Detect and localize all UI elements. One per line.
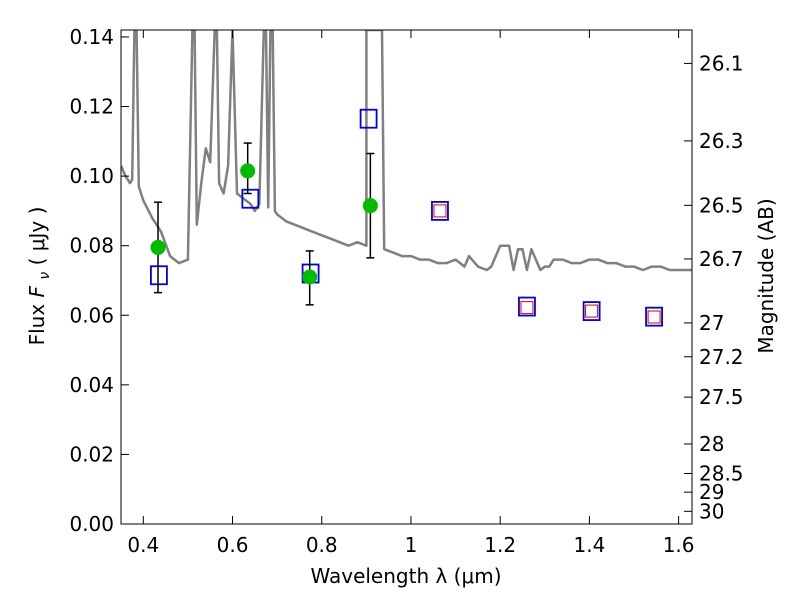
observed-point	[302, 269, 318, 285]
y-tick-label: 0.02	[69, 442, 114, 466]
y-axis-label-symbol: F	[25, 285, 49, 297]
y2-tick-label: 26.3	[699, 129, 744, 153]
model-photometry-box	[359, 108, 378, 129]
y-axis-label-prefix: Flux	[25, 297, 49, 345]
y-axis-label-suffix: ( μJy )	[25, 207, 49, 266]
y-axis-label-subscript: ν	[37, 272, 53, 280]
model-photometry-box	[645, 306, 663, 327]
y2-tick-label: 29	[699, 480, 724, 504]
axes-frame	[120, 29, 693, 525]
model-photometry-box	[582, 301, 601, 321]
y-axis-label: Flux F ν ( μJy )	[25, 207, 54, 346]
x-tick-label: 1	[405, 533, 418, 557]
y2-tick-label: 26.1	[699, 51, 744, 75]
chart-axes: 0.4 0.6 0.8 1 1.2 1.4 1.6 0.00 0.02 0.04 0.06 0.08 0…	[69, 25, 743, 557]
y-tick-label: 0.10	[69, 164, 114, 188]
observed-point	[240, 163, 256, 179]
upper-limit-box	[433, 204, 447, 218]
x-tick-label: 1.6	[663, 533, 695, 557]
y-tick-label: 0.08	[69, 234, 114, 258]
model-photometry-box	[431, 201, 449, 221]
y-tick-label: 0.04	[69, 373, 114, 397]
y2-axis-label: Magnitude (AB)	[754, 198, 778, 353]
upper-limit-box	[585, 304, 599, 318]
y2-tick-label: 28.5	[699, 461, 744, 485]
model-photometry-box	[241, 188, 260, 209]
upper-limit-box	[520, 301, 534, 315]
chart-marks	[121, 30, 692, 327]
x-axis-label: Wavelength λ (μm)	[310, 564, 501, 588]
observed-point	[150, 239, 166, 255]
y-tick-label: 0.12	[69, 95, 114, 119]
y-tick-label: 0.06	[69, 303, 114, 327]
y-tick-label: 0.00	[69, 512, 114, 536]
x-tick-label: 0.6	[217, 533, 249, 557]
model-photometry-box	[518, 296, 536, 317]
x-tick-label: 0.8	[306, 533, 338, 557]
y2-tick-label: 26.5	[699, 193, 744, 217]
y2-tick-label: 26.7	[699, 247, 744, 271]
model-spectrum-line	[121, 30, 692, 272]
upper-limit-box	[647, 310, 661, 324]
y2-tick-label: 30	[699, 499, 724, 523]
y2-tick-label: 28	[699, 432, 724, 456]
y2-tick-label: 27	[699, 311, 724, 335]
observed-point	[362, 198, 378, 214]
model-photometry-box	[150, 265, 168, 286]
y2-tick-label: 27.2	[699, 345, 744, 369]
y2-tick-label: 27.5	[699, 385, 744, 409]
x-tick-label: 1.2	[484, 533, 516, 557]
y-tick-label: 0.14	[69, 25, 114, 49]
x-tick-label: 0.4	[127, 533, 159, 557]
x-tick-label: 1.4	[573, 533, 605, 557]
